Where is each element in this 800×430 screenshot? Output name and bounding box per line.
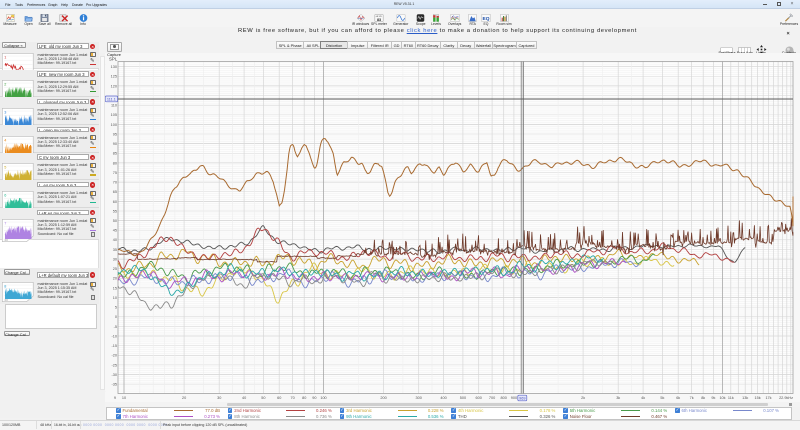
svg-text:17k: 17k <box>765 396 771 400</box>
svg-text:83: 83 <box>377 17 381 21</box>
svg-text:-10: -10 <box>112 334 118 338</box>
svg-text:SPL: SPL <box>109 57 118 62</box>
svg-text:8k: 8k <box>701 396 705 400</box>
svg-text:80: 80 <box>113 161 117 165</box>
svg-text:800: 800 <box>501 396 507 400</box>
svg-text:-15: -15 <box>112 344 118 348</box>
svg-text:8: 8 <box>4 284 6 288</box>
svg-text:9k: 9k <box>711 396 715 400</box>
svg-text:60: 60 <box>113 200 117 204</box>
svg-text:6k: 6k <box>676 396 680 400</box>
svg-text:10: 10 <box>113 296 117 300</box>
svg-text:75: 75 <box>113 171 117 175</box>
svg-text:200: 200 <box>380 396 386 400</box>
svg-text:0: 0 <box>115 315 117 319</box>
svg-text:7: 7 <box>4 221 6 225</box>
svg-text:2k: 2k <box>581 396 585 400</box>
svg-text:90: 90 <box>113 142 117 146</box>
svg-text:-30: -30 <box>112 373 118 377</box>
svg-text:60: 60 <box>277 396 281 400</box>
svg-text:65: 65 <box>113 190 117 194</box>
svg-text:900: 900 <box>511 396 517 400</box>
svg-text:105: 105 <box>111 113 117 117</box>
svg-text:2: 2 <box>4 83 6 87</box>
svg-text:20: 20 <box>5 238 9 242</box>
svg-text:120: 120 <box>111 84 117 88</box>
svg-text:6: 6 <box>4 193 6 197</box>
svg-text:10: 10 <box>122 396 126 400</box>
svg-text:10k: 10k <box>719 396 725 400</box>
svg-text:700: 700 <box>489 396 495 400</box>
svg-text:-5: -5 <box>114 325 117 329</box>
svg-text:90: 90 <box>312 396 316 400</box>
svg-text:5k: 5k <box>660 396 664 400</box>
svg-text:20: 20 <box>113 277 117 281</box>
svg-text:969: 969 <box>519 397 525 401</box>
svg-text:5: 5 <box>115 306 117 310</box>
svg-text:125: 125 <box>111 75 117 79</box>
svg-text:100: 100 <box>111 123 117 127</box>
svg-text:30: 30 <box>217 396 221 400</box>
svg-text:400: 400 <box>440 396 446 400</box>
svg-text:-35: -35 <box>112 383 118 387</box>
svg-text:4: 4 <box>4 138 6 142</box>
svg-text:25: 25 <box>113 267 117 271</box>
svg-text:40: 40 <box>113 238 117 242</box>
svg-text:100: 100 <box>320 396 326 400</box>
svg-text:11k: 11k <box>728 396 734 400</box>
svg-text:50: 50 <box>113 219 117 223</box>
svg-text:7k: 7k <box>690 396 694 400</box>
svg-text:15k: 15k <box>755 396 761 400</box>
svg-text:15: 15 <box>113 286 117 290</box>
svg-text:-20: -20 <box>112 354 118 358</box>
svg-text:3: 3 <box>4 110 6 114</box>
svg-text:300: 300 <box>416 396 422 400</box>
svg-text:3k: 3k <box>616 396 620 400</box>
svg-text:20: 20 <box>5 298 9 302</box>
svg-text:9: 9 <box>114 396 116 400</box>
svg-text:20: 20 <box>182 396 186 400</box>
svg-text:EQ: EQ <box>483 16 490 22</box>
svg-text:30: 30 <box>113 258 117 262</box>
svg-text:95: 95 <box>113 132 117 136</box>
svg-text:50: 50 <box>261 396 265 400</box>
svg-text:40: 40 <box>242 396 246 400</box>
svg-text:35: 35 <box>113 248 117 252</box>
svg-text:1: 1 <box>4 55 6 59</box>
svg-text:500: 500 <box>460 396 466 400</box>
svg-text:45: 45 <box>113 229 117 233</box>
svg-text:dB SPL: dB SPL <box>376 15 382 17</box>
svg-text:70: 70 <box>113 181 117 185</box>
svg-text:70: 70 <box>290 396 294 400</box>
svg-text:4k: 4k <box>641 396 645 400</box>
svg-text:80: 80 <box>302 396 306 400</box>
svg-text:130: 130 <box>111 65 117 69</box>
svg-text:55: 55 <box>113 209 117 213</box>
svg-text:600: 600 <box>476 396 482 400</box>
svg-text:85: 85 <box>113 152 117 156</box>
svg-text:5: 5 <box>4 166 6 170</box>
svg-text:110: 110 <box>111 104 117 108</box>
svg-text:13k: 13k <box>742 396 748 400</box>
svg-text:22.9kHz: 22.9kHz <box>779 396 793 400</box>
svg-text:-25: -25 <box>112 363 118 367</box>
svg-text:111.1: 111.1 <box>107 97 116 101</box>
